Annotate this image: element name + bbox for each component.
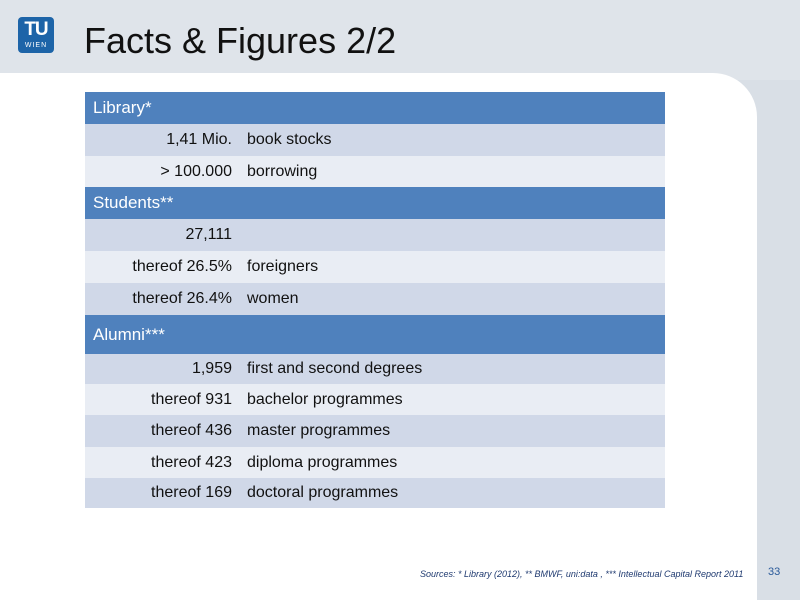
row-value: thereof 423 bbox=[85, 447, 240, 478]
table-row: thereof 436 master programmes bbox=[85, 415, 665, 447]
section-label: Students** bbox=[85, 187, 665, 219]
section-header-students: Students** bbox=[85, 187, 665, 219]
row-description: first and second degrees bbox=[240, 354, 665, 384]
right-margin-strip bbox=[757, 80, 800, 600]
logo-text-bottom: WIEN bbox=[24, 42, 48, 49]
row-value: thereof 931 bbox=[85, 384, 240, 415]
row-value: 27,111 bbox=[85, 219, 240, 251]
row-description: master programmes bbox=[240, 415, 665, 447]
row-value: 1,959 bbox=[85, 354, 240, 384]
row-description: borrowing bbox=[240, 156, 665, 187]
row-value: thereof 436 bbox=[85, 415, 240, 447]
row-description: diploma programmes bbox=[240, 447, 665, 478]
table-row: thereof 169 doctoral programmes bbox=[85, 478, 665, 508]
row-description: bachelor programmes bbox=[240, 384, 665, 415]
table-row: thereof 26.5% foreigners bbox=[85, 251, 665, 283]
logo-text-top: TU bbox=[24, 19, 48, 40]
table-row: 1,959 first and second degrees bbox=[85, 354, 665, 384]
sources-footnote: Sources: * Library (2012), ** BMWF, uni:… bbox=[420, 569, 744, 579]
section-header-library: Library* bbox=[85, 92, 665, 124]
table-row: thereof 423 diploma programmes bbox=[85, 447, 665, 478]
row-description: book stocks bbox=[240, 124, 665, 156]
section-label: Library* bbox=[85, 92, 665, 124]
row-description: doctoral programmes bbox=[240, 478, 665, 508]
slide-header: TU WIEN Facts & Figures 2/2 bbox=[0, 0, 800, 80]
row-description bbox=[240, 219, 665, 251]
section-label: Alumni*** bbox=[85, 315, 665, 354]
row-value: thereof 26.5% bbox=[85, 251, 240, 283]
section-header-alumni: Alumni*** bbox=[85, 315, 665, 354]
table-row: 1,41 Mio. book stocks bbox=[85, 124, 665, 156]
row-value: > 100.000 bbox=[85, 156, 240, 187]
facts-table: Library* 1,41 Mio. book stocks > 100.000… bbox=[85, 92, 665, 508]
row-value: 1,41 Mio. bbox=[85, 124, 240, 156]
page-number: 33 bbox=[768, 566, 781, 578]
row-description: women bbox=[240, 283, 665, 315]
tu-wien-logo: TU WIEN bbox=[18, 17, 54, 53]
row-value: thereof 26.4% bbox=[85, 283, 240, 315]
row-value: thereof 169 bbox=[85, 478, 240, 508]
table-row: > 100.000 borrowing bbox=[85, 156, 665, 187]
slide-title: Facts & Figures 2/2 bbox=[84, 20, 397, 61]
row-description: foreigners bbox=[240, 251, 665, 283]
table-row: thereof 931 bachelor programmes bbox=[85, 384, 665, 415]
table-row: 27,111 bbox=[85, 219, 665, 251]
table-row: thereof 26.4% women bbox=[85, 283, 665, 315]
